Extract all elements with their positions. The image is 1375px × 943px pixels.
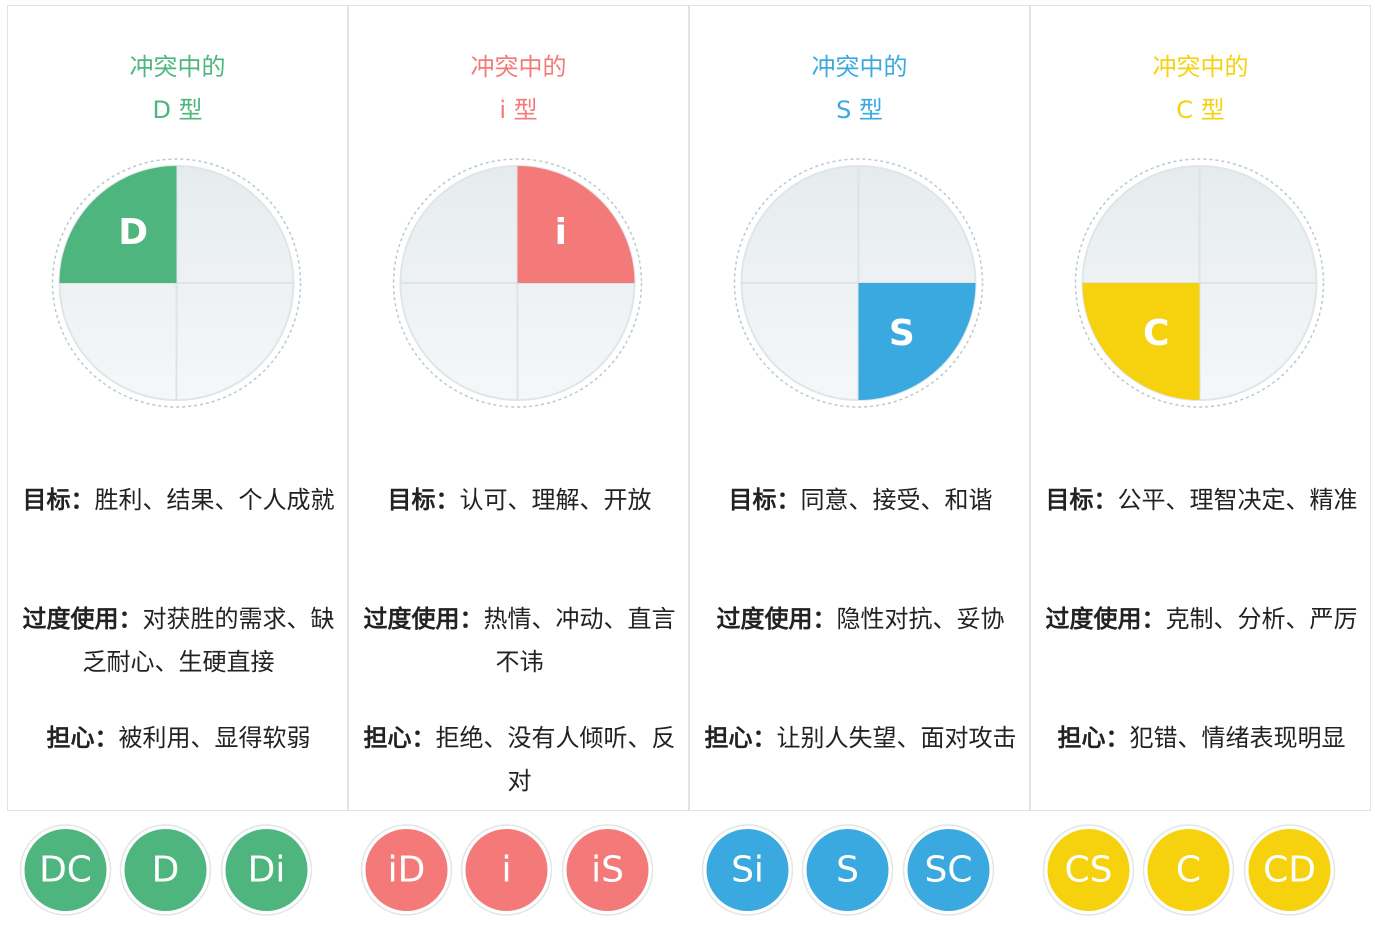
column-title: i 型 [499,96,538,124]
badge [24,829,107,911]
badge [124,829,207,911]
circle-ring [392,158,643,408]
badge [907,829,990,911]
badge-label: iS [591,850,624,891]
section-label: 担心： [46,724,119,752]
badge-label: i [501,850,511,891]
badge-label: SC [925,850,973,891]
quadrant-letter: S [889,313,915,354]
column-title: C 型 [1176,96,1225,124]
quadrant [1082,283,1200,401]
quadrant [517,166,635,283]
section-label: 目标： [728,486,801,514]
section-text: 公平、理智决定、精准 [1117,486,1358,514]
section-label: 过度使用： [22,605,143,633]
badge-label: CS [1065,850,1113,891]
quadrant-letter: i [555,212,567,253]
quadrant-letter: C [1143,313,1169,354]
section-text: 对获胜的需求、缺乏耐心、生硬直接 [82,605,335,676]
section-text: 让别人失望、面对攻击 [776,724,1017,752]
column: 冲突中的 D 型目标：胜利、结果、个人成就过度使用：对获胜的需求、缺乏耐心、生硬直… [7,5,348,811]
badge-label: Di [248,850,286,891]
badge-label: D [152,850,180,891]
badge [465,829,548,911]
badge-label: Si [731,850,764,891]
section: 担心：犯错、情绪表现明显 [1043,717,1360,760]
badge-label: S [836,850,859,891]
section-label: 目标： [387,486,460,514]
section-text: 犯错、情绪表现明显 [1129,724,1346,752]
section: 目标：公平、理智决定、精准 [1043,479,1360,522]
section: 目标：胜利、结果、个人成就 [20,479,337,522]
section: 过度使用：对获胜的需求、缺乏耐心、生硬直接 [20,598,337,684]
section-label: 过度使用： [1045,605,1166,633]
section-text: 隐性对抗、妥协 [836,605,1005,633]
section-text: 拒绝、没有人倾听、反对 [435,724,676,795]
section-text: 胜利、结果、个人成就 [94,486,335,514]
section-text: 认可、理解、开放 [459,486,652,514]
column-title: 冲突中的 [811,53,908,81]
column: 冲突中的 S 型目标：同意、接受、和谐 过度使用：隐性对抗、妥协 担心：让别人失望、面… [689,5,1030,811]
column: 冲突中的 C 型目标：公平、理智决定、精准 过度使用：克制、分析、严厉 担心：犯错、情… [1030,5,1371,811]
quadrant [858,283,976,400]
section-text: 克制、分析、严厉 [1165,605,1358,633]
quadrant [59,166,177,283]
badge [566,829,649,911]
section-label: 过度使用： [716,605,837,633]
badge-label: iD [388,850,426,891]
column-title: D 型 [152,96,203,124]
section-label: 担心： [704,724,777,752]
column-title: 冲突中的 [470,53,567,81]
section-label: 过度使用： [363,605,484,633]
section-label: 目标： [22,486,95,514]
badge-label: DC [39,850,92,891]
section: 过度使用：热情、冲动、直言不讳 [361,598,678,684]
section-text: 热情、冲动、直言不讳 [483,605,676,676]
section-label: 担心： [1057,724,1130,752]
badge [365,829,448,911]
section-text: 同意、接受、和谐 [800,486,993,514]
section: 过度使用：隐性对抗、妥协 [702,598,1019,641]
circle-ring [733,158,984,408]
section: 目标：认可、理解、开放 [361,479,678,522]
section-label: 担心： [363,724,436,752]
circle-ring [51,158,302,408]
section-text: 被利用、显得软弱 [118,724,311,752]
column-title: S 型 [836,96,883,124]
section: 过度使用：克制、分析、严厉 [1043,598,1360,641]
badge-label: CD [1263,850,1316,891]
badge [1047,829,1130,911]
badge [225,829,308,911]
badge [706,829,789,911]
section-label: 目标： [1045,486,1118,514]
section: 担心：让别人失望、面对攻击 [702,717,1019,760]
circle-ring [1074,158,1325,408]
section: 担心：被利用、显得软弱 [20,717,337,760]
column-title: 冲突中的 [1152,53,1249,81]
badge [1248,829,1331,911]
badge [806,829,889,911]
section: 目标：同意、接受、和谐 [702,479,1019,522]
badge [1147,829,1230,911]
quadrant-letter: D [118,212,148,253]
section: 担心：拒绝、没有人倾听、反对 [361,717,678,803]
column-title: 冲突中的 [129,53,226,81]
badge-label: C [1176,850,1201,891]
column: 冲突中的 i 型目标：认可、理解、开放 过度使用：热情、冲动、直言不讳 担心：拒绝、没… [348,5,689,811]
